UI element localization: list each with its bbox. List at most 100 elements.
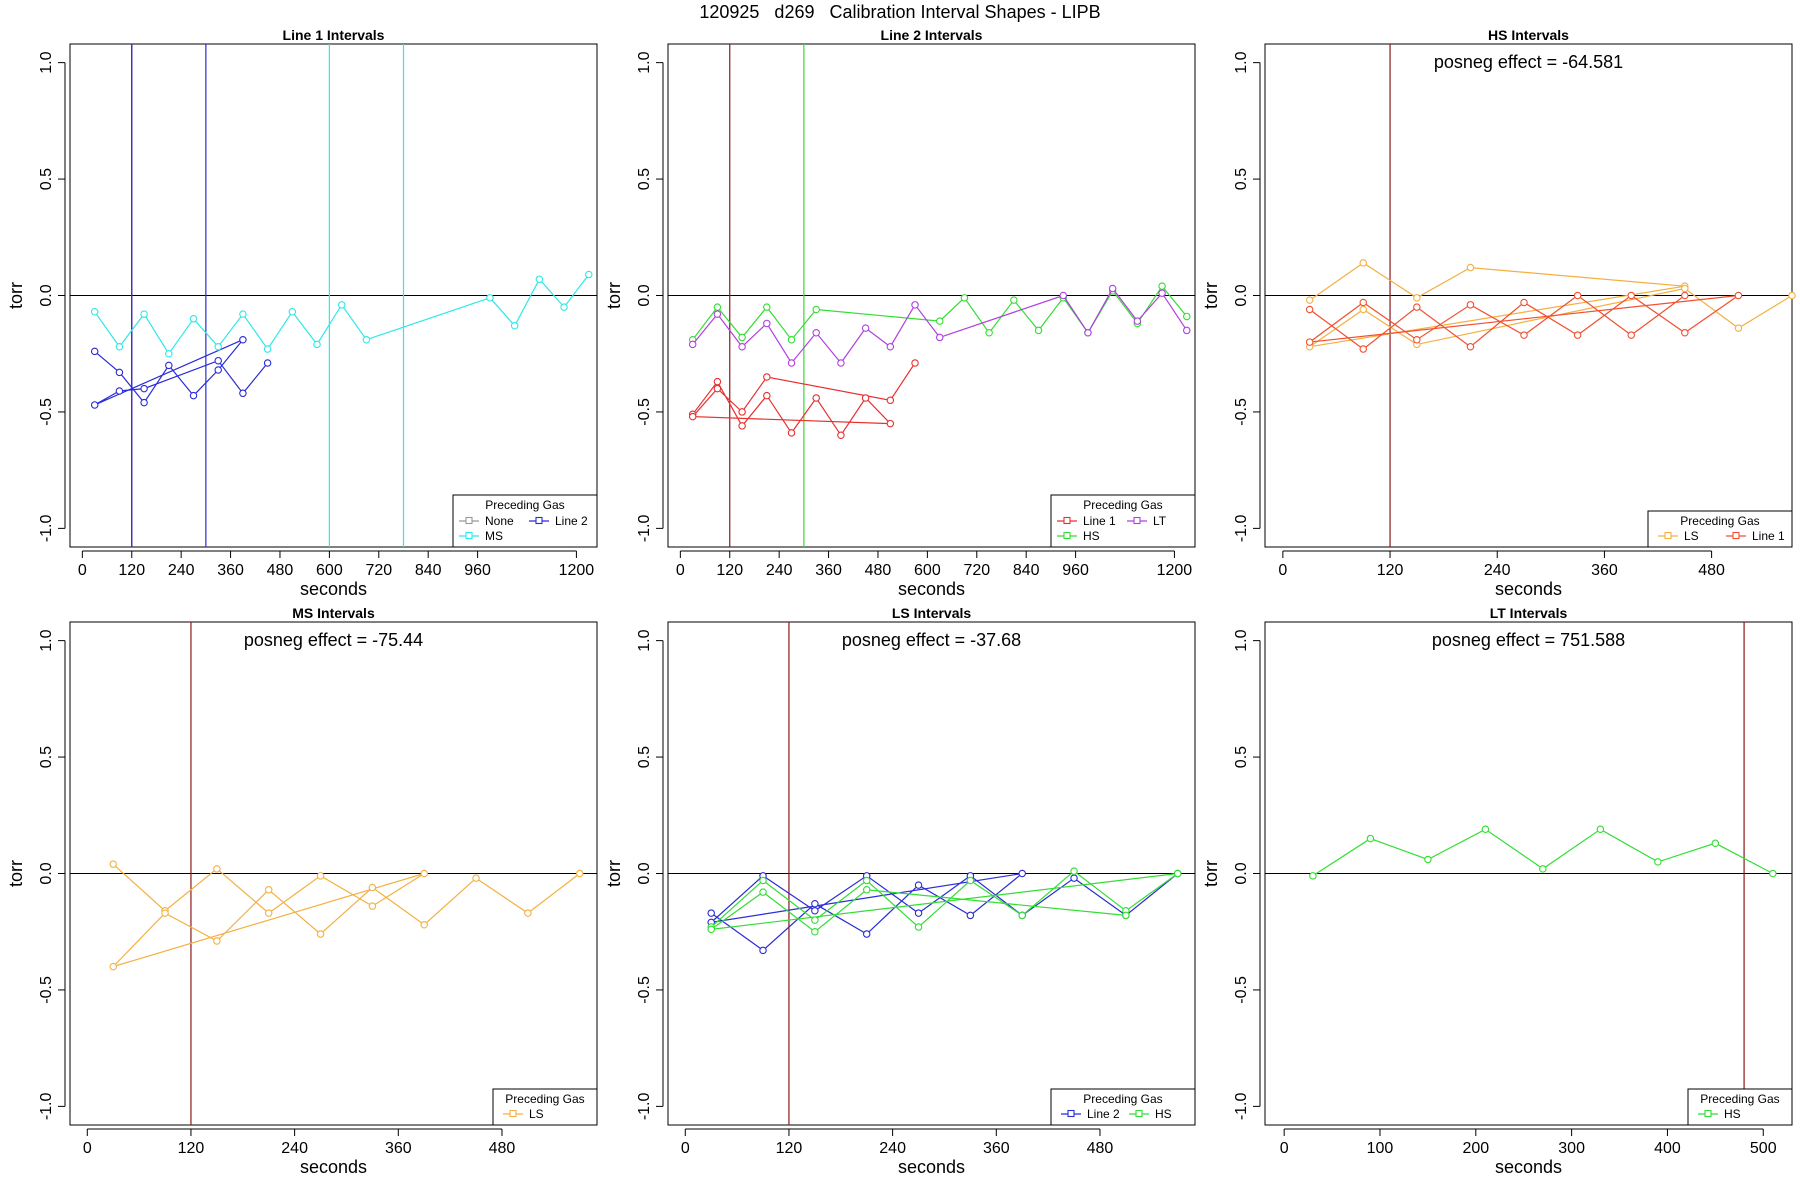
data-point [914,923,923,931]
data-point [862,930,871,938]
page-title: 120925 d269 Calibration Interval Shapes … [699,2,1101,22]
data-point [1070,874,1078,882]
data-point [140,384,148,393]
data-point [911,359,919,367]
y-tick-label: 1.0 [1233,51,1250,73]
data-point [1359,259,1368,267]
legend-swatch-marker [465,531,473,540]
data-point [1158,282,1166,290]
data-point [313,340,321,349]
data-point [713,377,722,386]
data-point [713,384,722,393]
data-point [1466,263,1475,272]
data-point [1681,329,1689,337]
x-axis-label: seconds [898,1157,965,1177]
data-point [264,909,273,917]
x-tick-label: 0 [83,1140,92,1157]
data-point [214,356,222,365]
data-point [1466,301,1475,309]
x-tick-label: 720 [963,562,990,579]
legend-box [492,1088,598,1126]
legend-title: Preceding Gas [1083,1092,1162,1106]
data-point [239,310,247,318]
legend-swatch-marker [465,516,473,525]
data-point [966,911,975,920]
legend-title: Preceding Gas [505,1092,584,1106]
chart-panel-5: LS Intervals 0 120 240 360 480 seconds -1.0 -0.5… [604,605,1196,1177]
x-tick-label: 240 [879,1140,906,1157]
posneg-annotation: posneg effect = 751.588 [1432,630,1625,650]
data-point [935,333,944,342]
legend-box [1050,1088,1196,1126]
y-tick-label: 0.5 [636,746,653,768]
legend-swatch-marker [1704,1109,1712,1118]
y-axis-label: torr [604,282,624,309]
data-point [1466,342,1475,351]
y-tick-label: -0.5 [1233,398,1250,426]
legend-entry: MS [485,529,503,543]
series-hs [707,867,1182,936]
data-point [713,303,722,311]
data-point [1734,291,1743,300]
x-tick-label: 1200 [1157,562,1193,579]
data-point [1034,326,1043,335]
y-tick-label: 0.0 [38,862,55,884]
chart-panel-1: Line 1 Intervals 0 120 240 360 480 600 720 840 96… [6,27,598,599]
x-tick-label: 0 [1280,1140,1289,1157]
x-axis-label: seconds [1495,1157,1562,1177]
data-point [763,373,771,381]
legend-swatch-marker [1067,1109,1075,1118]
data-point [707,909,715,917]
x-tick-label: 0 [681,1140,690,1157]
x-tick-label: 500 [1750,1140,1777,1157]
legend-title: Preceding Gas [1680,514,1759,528]
x-tick-label: 200 [1462,1140,1489,1157]
posneg-annotation: posneg effect = -37.68 [842,630,1021,650]
x-tick-label: 100 [1367,1140,1394,1157]
data-point [1305,296,1314,304]
x-tick-label: 360 [385,1140,412,1157]
legend-swatch-marker [509,1109,517,1118]
data-point [1681,291,1689,300]
series-line [94,274,590,355]
x-tick-label: 240 [168,562,195,579]
data-point [1413,335,1421,344]
legend-entry: Line 1 [1083,514,1116,528]
legend-swatch-marker [1133,516,1141,525]
y-tick-label: -0.5 [636,976,653,1004]
data-point [707,925,715,934]
data-point [1627,291,1635,300]
legend: Preceding Gas None Line 2 MS [452,494,598,548]
data-point [1309,872,1317,880]
x-tick-label: 1200 [559,562,595,579]
data-point [368,902,377,910]
legend-swatch-marker [1063,516,1071,525]
series-lt [688,284,1191,367]
data-point [1788,291,1796,300]
data-point [1059,291,1068,300]
data-point [165,361,173,370]
data-point [264,886,273,894]
legend-entry: None [485,514,514,528]
data-point [1627,331,1635,339]
data-point [90,401,99,409]
data-point [985,329,993,337]
data-point [420,920,428,929]
series-line [710,870,1179,933]
x-tick-label: 960 [1062,562,1089,579]
legend-swatch-marker [1063,531,1071,540]
x-tick-label: 720 [365,562,392,579]
legend-entry: Line 2 [1087,1107,1120,1121]
x-axis-label: seconds [898,579,965,599]
data-point [1769,869,1777,878]
data-point [90,347,99,356]
data-point [861,324,870,332]
y-tick-label: 0.0 [1233,284,1250,306]
y-tick-label: 0.0 [636,284,653,306]
data-point [763,319,771,328]
data-point [1359,345,1368,353]
x-axis-label: seconds [1495,579,1562,599]
y-tick-label: -0.5 [636,398,653,426]
x-tick-label: 0 [676,562,685,579]
data-point [263,359,272,367]
